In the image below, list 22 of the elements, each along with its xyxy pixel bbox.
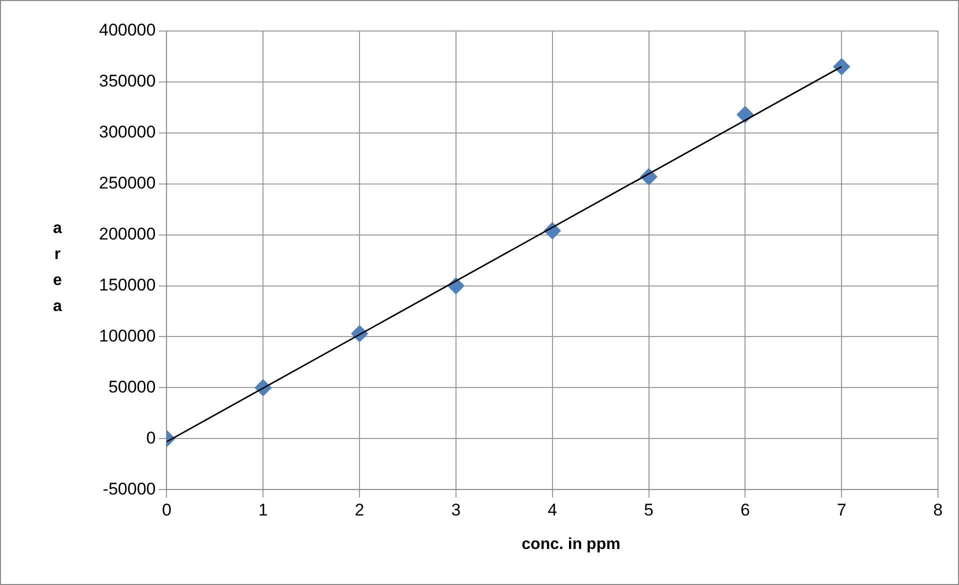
point — [833, 58, 850, 76]
y-tick-label: 50000 — [108, 377, 156, 396]
x-tick-label: 8 — [933, 500, 943, 520]
x-tick-label: 3 — [451, 500, 461, 520]
y-tick-label: 0 — [146, 428, 156, 448]
y-tick-label: 100000 — [98, 326, 156, 346]
x-tick-label: 6 — [740, 500, 750, 520]
y-tick-label: 300000 — [98, 122, 156, 142]
y-tick-label: 250000 — [98, 174, 156, 193]
x-tick-label: 0 — [162, 500, 172, 520]
x-tick-label: 1 — [258, 500, 268, 520]
x-tick-label: 7 — [836, 500, 846, 520]
x-tick-label: 2 — [354, 500, 364, 520]
x-tick-label: 4 — [548, 500, 558, 520]
x-axis-title: conc. in ppm — [520, 536, 622, 554]
y-tick-label: 200000 — [98, 224, 156, 244]
y-tick-label: 350000 — [98, 72, 156, 91]
y-tick-label: 150000 — [98, 275, 156, 294]
y-tick-label: 400000 — [98, 20, 156, 40]
y-axis-title: area — [53, 219, 62, 317]
y-tick-label: -50000 — [102, 479, 156, 498]
x-tick-label: 5 — [644, 500, 654, 520]
